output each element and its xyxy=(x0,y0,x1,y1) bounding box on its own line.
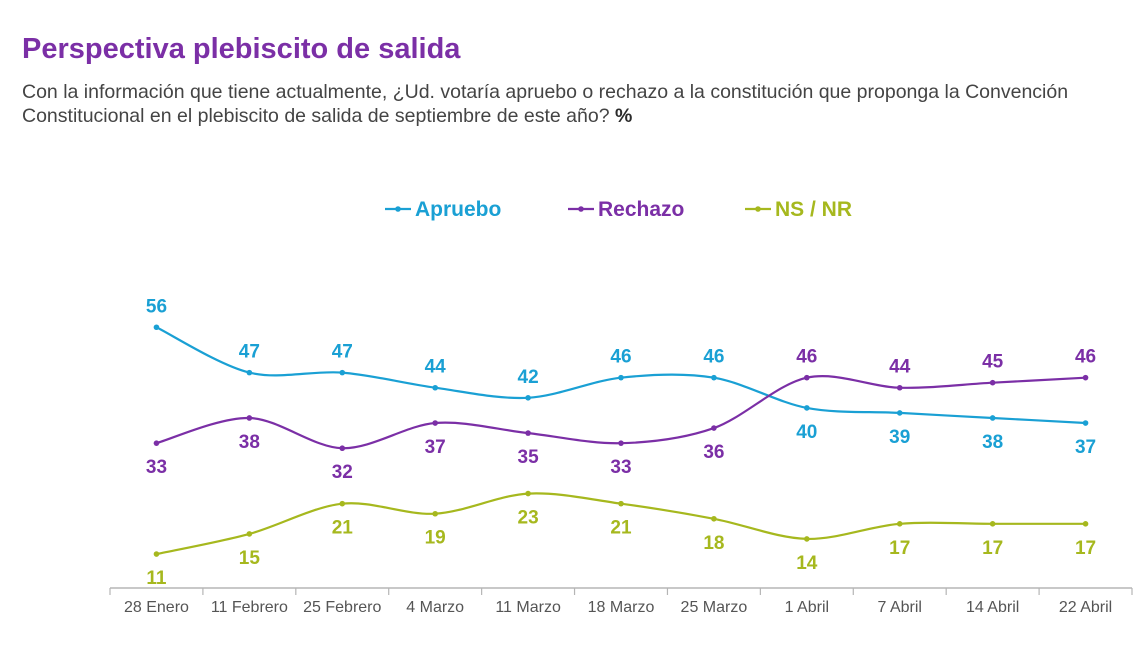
data-point-ns-nr xyxy=(153,551,160,557)
data-label-apruebo: 44 xyxy=(425,357,447,378)
data-point-apruebo xyxy=(896,410,903,416)
x-tick-label-25-marzo: 25 Marzo xyxy=(681,599,748,616)
data-label-ns-nr: 17 xyxy=(982,538,1003,559)
legend-item-rechazo: Rechazo xyxy=(568,198,684,221)
series-rechazo: 33 38 32 37 35 33 36 46 44 45 46 xyxy=(146,347,1096,484)
data-label-ns-nr: 23 xyxy=(518,508,539,529)
x-tick-label-11-marzo: 11 Marzo xyxy=(495,599,561,616)
data-point-rechazo xyxy=(989,379,996,386)
x-tick-label-18-marzo: 18 Marzo xyxy=(588,599,655,616)
data-label-rechazo: 33 xyxy=(610,457,631,478)
data-label-rechazo: 35 xyxy=(518,447,540,468)
series-apruebo: 56 47 47 44 42 46 46 40 39 38 37 xyxy=(146,296,1096,458)
legend-item-ns-nr: NS / NR xyxy=(745,198,852,221)
data-point-apruebo xyxy=(246,369,253,376)
data-label-apruebo: 46 xyxy=(703,347,724,368)
data-label-rechazo: 46 xyxy=(796,347,817,368)
data-point-rechazo xyxy=(339,445,346,452)
legend-marker xyxy=(578,206,584,212)
data-point-apruebo xyxy=(432,384,438,391)
data-point-rechazo xyxy=(525,430,531,436)
data-point-ns-nr xyxy=(432,510,438,517)
data-label-apruebo: 56 xyxy=(146,296,167,317)
data-label-ns-nr: 21 xyxy=(332,518,354,539)
data-label-apruebo: 42 xyxy=(518,367,539,388)
legend-label: Rechazo xyxy=(598,198,684,221)
data-label-ns-nr: 19 xyxy=(425,528,446,549)
data-label-ns-nr: 17 xyxy=(1075,538,1096,559)
x-tick-label-22-abril: 22 Abril xyxy=(1059,599,1112,616)
data-point-ns-nr xyxy=(618,500,624,507)
data-point-rechazo xyxy=(246,415,253,421)
data-label-apruebo: 40 xyxy=(796,422,817,443)
data-point-apruebo xyxy=(1082,420,1089,426)
data-label-ns-nr: 17 xyxy=(889,538,910,559)
data-point-rechazo xyxy=(896,384,903,391)
x-tick-label-25-febrero: 25 Febrero xyxy=(303,599,381,616)
data-label-rechazo: 38 xyxy=(239,432,260,453)
data-point-rechazo xyxy=(153,440,160,446)
legend-item-apruebo: Apruebo xyxy=(385,198,501,221)
data-label-rechazo: 36 xyxy=(703,442,724,463)
data-point-apruebo xyxy=(618,374,624,381)
data-point-ns-nr xyxy=(1082,521,1089,527)
data-point-apruebo xyxy=(711,374,717,381)
x-tick-label-4-marzo: 4 Marzo xyxy=(406,599,464,616)
data-point-ns-nr xyxy=(989,521,996,527)
data-point-apruebo xyxy=(804,405,810,411)
data-label-apruebo: 38 xyxy=(982,432,1003,453)
data-label-apruebo: 39 xyxy=(889,427,910,448)
x-tick-label-28-enero: 28 Enero xyxy=(124,599,189,616)
data-point-ns-nr xyxy=(525,490,531,497)
data-point-ns-nr xyxy=(339,500,346,507)
data-point-apruebo xyxy=(989,415,996,421)
chart-question: Con la información que tiene actualmente… xyxy=(22,80,1132,128)
data-point-ns-nr xyxy=(896,521,903,527)
x-tick-label-1-abril: 1 Abril xyxy=(785,599,829,616)
data-point-ns-nr xyxy=(804,536,810,542)
data-label-rechazo: 44 xyxy=(889,357,911,378)
data-label-ns-nr: 21 xyxy=(610,518,632,539)
data-point-rechazo xyxy=(432,420,438,426)
data-point-ns-nr xyxy=(246,531,253,537)
data-label-apruebo: 47 xyxy=(332,342,353,363)
data-label-rechazo: 46 xyxy=(1075,347,1096,368)
series-layer: 56 47 47 44 42 46 46 40 39 38 37 33 38 32 37 35 33 36 46 44… xyxy=(146,296,1096,589)
data-point-rechazo xyxy=(711,425,717,431)
x-axis: 28 Enero 11 Febrero 25 Febrero 4 Marzo 11 Ma… xyxy=(109,587,1133,616)
data-point-apruebo xyxy=(525,395,531,401)
legend-marker xyxy=(395,206,401,212)
data-label-ns-nr: 14 xyxy=(796,553,818,574)
data-label-rechazo: 32 xyxy=(332,462,353,483)
data-point-rechazo xyxy=(804,374,810,381)
x-tick-label-11-febrero: 11 Febrero xyxy=(211,599,288,616)
data-label-apruebo: 37 xyxy=(1075,437,1096,458)
data-point-ns-nr xyxy=(711,515,717,522)
data-label-ns-nr: 15 xyxy=(239,548,261,569)
data-point-rechazo xyxy=(618,440,624,446)
data-label-rechazo: 37 xyxy=(425,437,446,458)
data-point-rechazo xyxy=(1082,374,1089,381)
data-label-apruebo: 46 xyxy=(610,347,631,368)
legend-label: Apruebo xyxy=(415,198,501,221)
data-label-rechazo: 33 xyxy=(146,457,167,478)
data-label-apruebo: 47 xyxy=(239,342,260,363)
data-point-apruebo xyxy=(339,369,346,376)
series-ns-nr: 11 15 21 19 23 21 18 14 17 17 17 xyxy=(146,490,1096,589)
question-text: Con la información que tiene actualmente… xyxy=(22,81,1069,127)
series-line-rechazo xyxy=(156,375,1086,450)
legend-marker xyxy=(755,206,761,212)
x-tick-label-7-abril: 7 Abril xyxy=(877,599,921,616)
legend-label: NS / NR xyxy=(775,198,852,221)
data-label-ns-nr: 18 xyxy=(703,533,724,554)
data-point-apruebo xyxy=(153,324,160,331)
data-label-rechazo: 45 xyxy=(982,352,1004,373)
page-title: Perspectiva plebiscito de salida xyxy=(22,33,461,65)
data-label-ns-nr: 11 xyxy=(146,568,167,589)
chart-legend: Apruebo Rechazo NS / NR xyxy=(385,198,852,221)
unit-label: % xyxy=(614,105,633,127)
x-tick-label-14-abril: 14 Abril xyxy=(966,599,1019,616)
